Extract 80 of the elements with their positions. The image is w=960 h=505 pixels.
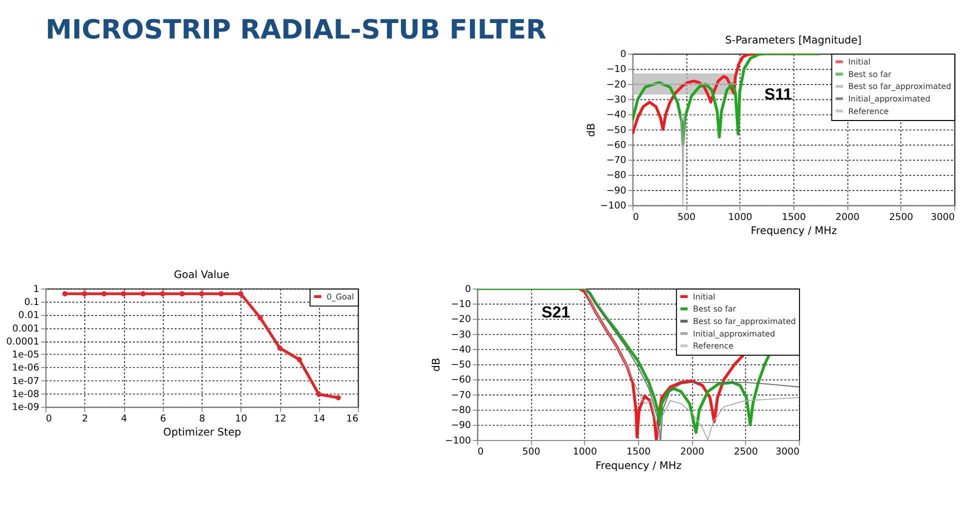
x-tick-label: 1500 [782, 212, 806, 223]
y-tick-label: 0.1 [24, 296, 40, 308]
x-tick-label: 0 [632, 212, 639, 223]
x-tick-label: 0 [478, 446, 484, 458]
y-tick-label: −100 [600, 200, 626, 212]
text: MICROSTRIP RADIAL-STUB FILTER [45, 14, 546, 46]
point [277, 345, 282, 351]
x-tick-label: 2000 [680, 446, 704, 458]
y-tick-label: 0.01 [18, 310, 40, 322]
y-axis-title: dB [430, 358, 442, 372]
x-tick-label: 14 [313, 414, 326, 425]
point [336, 395, 341, 400]
y-tick-label: 0.0001 [6, 336, 40, 348]
x-tick-label: 2500 [889, 212, 914, 223]
x-tick-label: 4 [121, 414, 128, 425]
x-tick-label: 0 [46, 414, 52, 425]
y-tick-label: 0 [620, 49, 626, 60]
x-tick-label: 500 [678, 212, 696, 223]
x-tick-label: 2000 [835, 212, 860, 223]
y-tick-label: −30 [451, 329, 472, 340]
x-tick-label: 6 [160, 414, 166, 425]
point [180, 291, 185, 296]
y-tick-label: 1e-09 [12, 402, 40, 414]
x-tick-label: 16 [346, 414, 358, 425]
point [82, 291, 88, 296]
y-tick-label: −20 [606, 79, 626, 90]
y-tick-label: −100 [445, 435, 472, 446]
x-tick-label: 1000 [728, 212, 752, 223]
y-tick-label: −20 [451, 314, 472, 326]
x-tick-label: 1500 [626, 446, 651, 458]
annotation: S21 [542, 303, 570, 322]
point [62, 291, 68, 296]
x-tick-label: 2 [82, 414, 88, 425]
y-tick-label: −90 [451, 420, 472, 432]
y-tick-label: 1e-06 [12, 362, 40, 374]
y-tick-label: −70 [606, 155, 626, 166]
x-tick-label: 2500 [734, 446, 758, 458]
y-tick-label: −60 [451, 374, 472, 386]
x-tick-label: 12 [274, 414, 286, 425]
point [296, 356, 302, 362]
y-tick-label: 1 [33, 284, 40, 295]
x-tick-label: 500 [522, 446, 540, 458]
x-tick-label: 3000 [930, 212, 955, 223]
x-axis-title: Optimizer Step [163, 426, 242, 439]
y-tick-label: −40 [451, 344, 472, 356]
chart-title: S-Parameters [Magnitude] [725, 34, 862, 46]
point [160, 291, 166, 296]
y-tick-label: −60 [606, 140, 626, 151]
y-tick-label: −10 [606, 64, 626, 76]
y-tick-label: −30 [606, 94, 626, 106]
y-tick-label: 0.001 [12, 323, 40, 334]
x-axis-title: Frequency / MHz [596, 460, 682, 472]
chart-title: Goal Value [174, 269, 230, 282]
point [238, 291, 244, 296]
x-tick-label: 3000 [775, 446, 800, 458]
y-axis-title: dB [586, 123, 598, 137]
y-tick-label: 1e-07 [12, 376, 40, 387]
y-tick-label: −50 [451, 360, 472, 371]
point [140, 291, 146, 296]
y-tick-label: −90 [606, 185, 626, 196]
x-tick-label: 1000 [572, 446, 597, 458]
point [218, 291, 224, 296]
annotation: S11 [764, 85, 792, 104]
y-tick-label: −70 [451, 390, 472, 401]
y-tick-label: −80 [451, 405, 472, 416]
y-tick-label: −40 [606, 110, 626, 121]
x-tick-label: 8 [199, 414, 206, 425]
point [316, 392, 322, 397]
point [199, 291, 204, 296]
y-tick-label: 0 [464, 284, 472, 295]
y-tick-label: −50 [606, 124, 626, 136]
point [101, 291, 107, 296]
y-tick-label: −80 [606, 170, 626, 182]
y-tick-label: 1e-08 [12, 389, 40, 400]
y-tick-label: 1e-05 [12, 350, 40, 361]
x-axis-title: Frequency / MHz [750, 225, 838, 238]
point [258, 315, 263, 320]
y-tick-label: −10 [451, 298, 472, 310]
x-tick-label: 10 [235, 414, 248, 425]
point [120, 291, 126, 296]
